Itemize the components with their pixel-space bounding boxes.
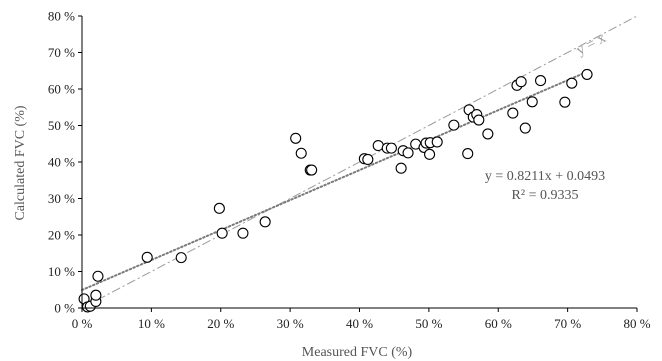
data-point (372, 140, 384, 152)
data-point (295, 147, 307, 159)
x-tick-label: 10 % (138, 316, 165, 331)
identity-line (81, 15, 638, 309)
x-axis-label: Measured FVC (%) (302, 345, 413, 360)
regression-equation-box (474, 163, 616, 205)
x-tick-label: 70 % (554, 316, 581, 331)
data-point (566, 77, 578, 89)
y-tick-label: 40 % (48, 155, 75, 170)
x-tick-label: 50 % (415, 316, 442, 331)
data-point (515, 76, 527, 88)
data-point (92, 270, 104, 282)
r-squared-label: R² = 0.9335 (512, 188, 579, 203)
x-tick-label: 30 % (277, 316, 304, 331)
data-point (141, 251, 153, 263)
data-point (362, 153, 374, 165)
y-tick-label: 50 % (48, 118, 75, 133)
reference-lines (81, 15, 638, 309)
x-tick-label: 60 % (485, 316, 512, 331)
y-tick-label: 80 % (48, 9, 75, 24)
y-tick-label: 70 % (48, 45, 75, 60)
y-axis-ticks: 0 % 10 % 20 % 30 % 40 % 50 % 60 % 70 % 80 % (48, 9, 82, 316)
data-point (290, 132, 302, 144)
data-point (259, 216, 271, 228)
data-point (306, 164, 318, 176)
data-points (78, 68, 593, 313)
data-point (175, 252, 187, 264)
data-point (237, 227, 249, 239)
data-point (402, 147, 414, 159)
x-tick-label: 20 % (207, 316, 234, 331)
y-tick-label: 60 % (48, 82, 75, 97)
y-axis-label: Calculated FVC (%) (13, 105, 28, 220)
data-point (216, 227, 228, 239)
regression-line (81, 70, 590, 292)
data-point (448, 119, 460, 131)
y-tick-label: 10 % (48, 264, 75, 279)
x-tick-label: 40 % (346, 316, 373, 331)
x-tick-label: 0 % (72, 316, 93, 331)
data-point (559, 96, 571, 108)
data-point (424, 148, 436, 160)
y-tick-label: 20 % (48, 228, 75, 243)
data-point (473, 114, 485, 126)
identity-line-label: y = x (574, 30, 609, 59)
data-point (90, 289, 102, 301)
data-point (535, 75, 547, 87)
data-point (519, 122, 531, 134)
y-tick-label: 0 % (54, 301, 75, 316)
x-tick-label: 80 % (623, 316, 650, 331)
data-point (395, 162, 407, 174)
data-point (507, 107, 519, 119)
data-point (462, 148, 474, 160)
data-point (213, 202, 225, 214)
data-point (385, 142, 397, 154)
data-point (526, 96, 538, 108)
regression-equation: y = 0.8211x + 0.0493 (485, 169, 605, 184)
x-axis-ticks: 0 % 10 % 20 % 30 % 40 % 50 % 60 % 70 % 80 % (72, 308, 651, 331)
data-point (431, 136, 443, 148)
data-point (581, 68, 593, 80)
y-tick-label: 30 % (48, 191, 75, 206)
data-point (482, 128, 494, 140)
